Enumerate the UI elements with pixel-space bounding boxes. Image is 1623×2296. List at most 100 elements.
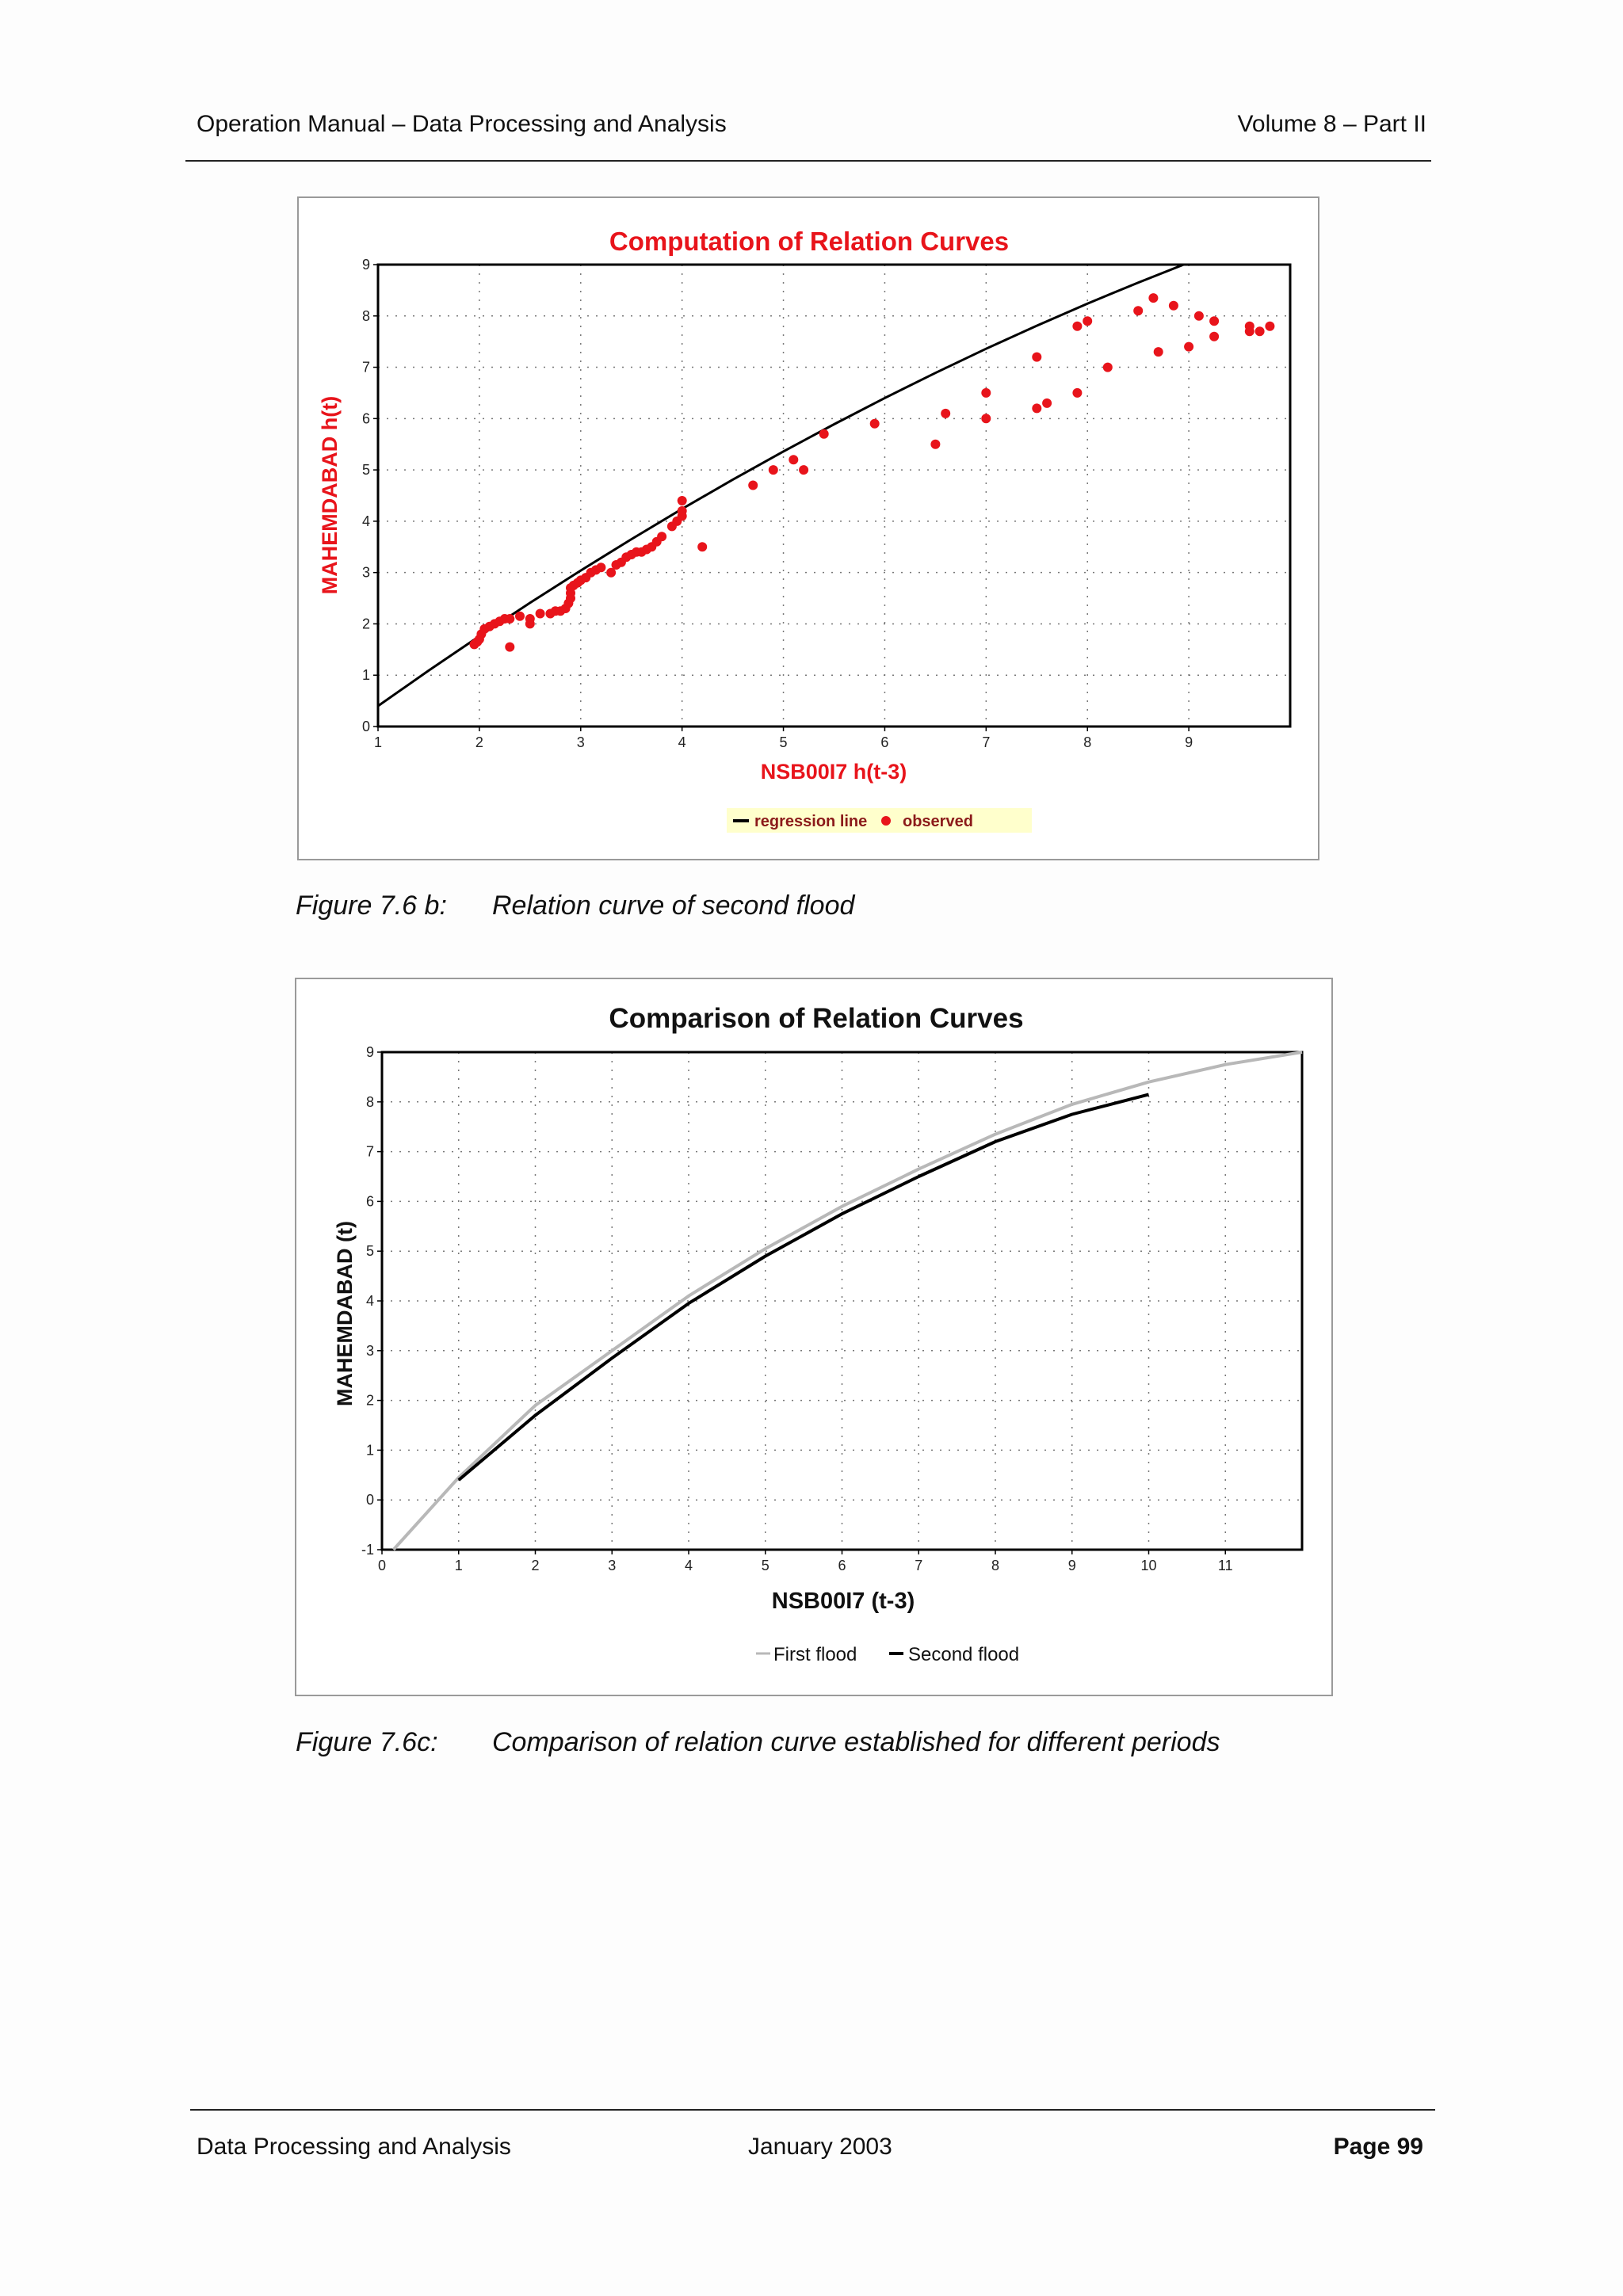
observed-point <box>505 642 515 652</box>
chart-1-x-tick-label: 6 <box>880 734 888 750</box>
chart-1-y-tick-label: 1 <box>362 667 370 683</box>
chart-2-y-tick-label: -1 <box>361 1542 374 1558</box>
header-rule <box>185 160 1431 162</box>
chart-1-grid <box>378 265 1290 727</box>
observed-point <box>1184 341 1194 352</box>
observed-point <box>1042 398 1052 408</box>
observed-point <box>1168 300 1178 311</box>
figure-1-caption-text: Relation curve of second flood <box>492 891 855 921</box>
observed-point <box>1032 403 1042 414</box>
figure-1-frame: Computation of Relation Curves 1 2 3 4 5 6 7 8 9… <box>297 196 1319 860</box>
second-flood-line <box>457 1093 1150 1482</box>
chart-1-y-tick-label: 3 <box>362 565 370 581</box>
figure-1-chart: Computation of Relation Curves 1 2 3 4 5 6 7 8 9… <box>318 227 1292 833</box>
observed-point <box>789 455 799 465</box>
observed-point <box>1244 321 1254 331</box>
chart-2-y-tick-label: 6 <box>366 1193 374 1209</box>
chart-1-x-axis-label: NSB00I7 h(t-3) <box>761 760 907 784</box>
observed-point <box>697 542 708 552</box>
first-flood-line <box>392 1051 1303 1551</box>
chart-2-x-tick-label: 4 <box>685 1558 693 1573</box>
figure-1-caption: Figure 7.6 b: Relation curve of second f… <box>296 891 1405 925</box>
chart-1-y-axis-label: MAHEMDABAD h(t) <box>318 396 342 594</box>
observed-point <box>1265 321 1275 331</box>
chart-2-x-tick-label: 9 <box>1068 1558 1076 1573</box>
chart-1-x-tick-label: 8 <box>1083 734 1091 750</box>
observed-point <box>535 608 545 619</box>
chart-1-title: Computation of Relation Curves <box>609 227 1009 256</box>
chart-1-x-tick-label: 2 <box>475 734 483 750</box>
chart-1-y-tick-label: 2 <box>362 616 370 631</box>
chart-2-x-tick-label: 8 <box>991 1558 999 1573</box>
chart-2-x-tick-label: 2 <box>531 1558 539 1573</box>
observed-point <box>1032 352 1042 362</box>
chart-2-y-tick-label: 4 <box>366 1293 374 1309</box>
figure-2-chart: Comparison of Relation Curves 0 1 2 3 4 5 6 7 8 9… <box>333 1003 1304 1665</box>
chart-1-y-tick-label: 9 <box>362 257 370 273</box>
figure-1-caption-label: Figure 7.6 b: <box>296 891 447 921</box>
chart-1-legend: regression line observed <box>727 808 1032 833</box>
legend-regression-line-label: regression line <box>754 813 867 830</box>
observed-point <box>1153 347 1163 357</box>
observed-point <box>799 465 809 475</box>
chart-2-legend: First flood Second flood <box>756 1644 1019 1665</box>
observed-point <box>677 505 687 516</box>
chart-2-x-tick-label: 7 <box>915 1558 922 1573</box>
chart-2-y-tick-label: 8 <box>366 1094 374 1110</box>
observed-point <box>515 611 525 621</box>
chart-1-y-tick-label: 4 <box>362 513 370 529</box>
observed-point <box>930 439 941 449</box>
observed-point <box>819 429 829 439</box>
observed-point <box>677 496 687 505</box>
legend-first-flood-label: First flood <box>773 1644 857 1665</box>
observed-point <box>981 387 991 398</box>
chart-2-x-tick-label: 10 <box>1140 1558 1156 1573</box>
footer-section: Data Processing and Analysis <box>197 2134 511 2160</box>
observed-point <box>748 480 758 490</box>
chart-1-x-tick-label: 3 <box>577 734 585 750</box>
chart-2-marks <box>392 1051 1303 1551</box>
footer-rule <box>190 2109 1435 2111</box>
chart-2-x-axis-label: NSB00I7 (t-3) <box>772 1589 915 1614</box>
chart-2-y-tick-label: 9 <box>366 1044 374 1060</box>
header-title: Operation Manual – Data Processing and A… <box>197 111 727 137</box>
chart-2-y-tick-label: 7 <box>366 1144 374 1160</box>
observed-point <box>1209 331 1220 341</box>
chart-2-y-tick-label: 1 <box>366 1442 374 1458</box>
legend-second-flood-label: Second flood <box>908 1644 1019 1665</box>
observed-point <box>525 614 535 624</box>
figure-2-caption-label: Figure 7.6c: <box>296 1727 438 1757</box>
footer-date: January 2003 <box>748 2134 892 2160</box>
observed-point <box>869 418 880 429</box>
chart-1-y-tick-label: 0 <box>362 719 370 734</box>
chart-1-y-tick-label: 6 <box>362 410 370 426</box>
observed-point <box>768 465 778 475</box>
chart-1-y-tick-label: 8 <box>362 308 370 324</box>
observed-point <box>596 563 606 573</box>
chart-1-x-tick-label: 4 <box>678 734 686 750</box>
chart-2-y-tick-label: 5 <box>366 1243 374 1259</box>
legend-observed-label: observed <box>903 813 973 830</box>
observed-point <box>657 532 667 542</box>
chart-2-y-tick-label: 3 <box>366 1343 374 1359</box>
chart-2-x-tick-label: 11 <box>1218 1558 1233 1573</box>
observed-point <box>981 414 991 424</box>
chart-2-title: Comparison of Relation Curves <box>609 1003 1023 1034</box>
chart-2-y-tick-label: 0 <box>366 1492 374 1508</box>
chart-2-x-tick-label: 0 <box>378 1558 386 1573</box>
legend-points-swatch <box>881 816 891 826</box>
chart-2-y-axis-label: MAHEMDABAD (t) <box>333 1221 357 1406</box>
observed-point <box>1193 311 1204 321</box>
figure-2-frame: Comparison of Relation Curves 0 1 2 3 4 5 6 7 8 9… <box>295 978 1333 1696</box>
observed-point <box>1102 362 1113 372</box>
chart-2-plot-border <box>380 1051 1304 1551</box>
chart-1-plot-border <box>376 263 1292 728</box>
observed-point <box>1254 326 1265 337</box>
chart-2-y-tick-label: 2 <box>366 1393 374 1409</box>
chart-1-legend-background <box>727 808 1032 833</box>
chart-1-x-tick-label: 1 <box>374 734 382 750</box>
chart-1-x-tick-label: 9 <box>1185 734 1193 750</box>
observed-point <box>1072 387 1083 398</box>
observed-point <box>1133 306 1144 316</box>
chart-1-marks <box>378 265 1275 707</box>
